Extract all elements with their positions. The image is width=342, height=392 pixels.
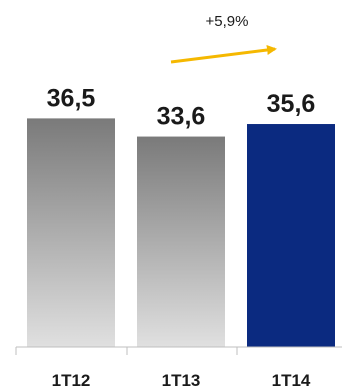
growth-annotation: +5,9% <box>170 13 277 64</box>
growth-arrow <box>170 45 277 64</box>
tick-label-1t14: 1T14 <box>272 371 311 390</box>
value-label-1t13: 33,6 <box>157 103 206 131</box>
tick-labels-group: 1T12 1T13 1T14 <box>52 371 311 390</box>
bar-1t13 <box>137 136 225 347</box>
value-label-1t14: 35,6 <box>267 90 316 118</box>
x-axis <box>15 346 342 355</box>
bar-1t14 <box>247 124 335 347</box>
value-labels-group: 36,5 33,6 35,6 <box>47 84 316 130</box>
tick-label-1t12: 1T12 <box>52 371 91 390</box>
tick-label-1t13: 1T13 <box>162 371 201 390</box>
bar-1t12 <box>27 118 115 347</box>
value-label-1t12: 36,5 <box>47 84 96 112</box>
growth-label: +5,9% <box>206 13 249 30</box>
bars-group <box>27 118 335 347</box>
